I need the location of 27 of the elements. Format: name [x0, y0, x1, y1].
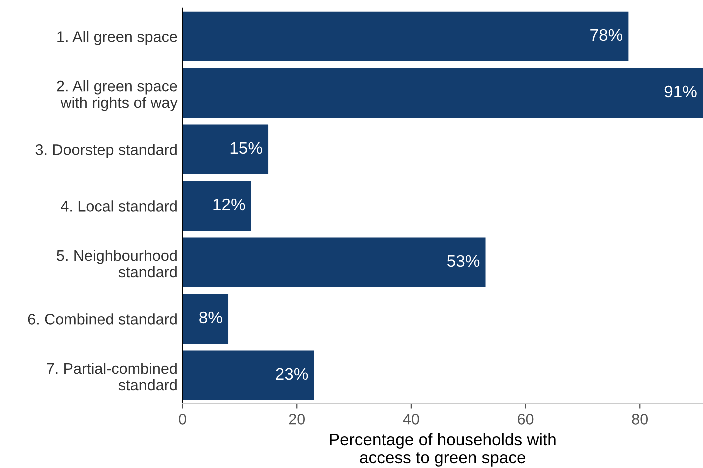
bar: [182, 68, 703, 118]
data-label: 15%: [230, 142, 262, 154]
bar: [182, 294, 229, 344]
bar: [182, 12, 629, 62]
y-tick-label: 2. All green space with rights of way: [57, 80, 178, 112]
bar: [182, 350, 314, 400]
data-label: 78%: [590, 29, 623, 42]
data-label: 12%: [214, 198, 246, 211]
x-tick-label: 80: [632, 414, 648, 425]
y-tick-label: 1. All green space: [58, 31, 178, 46]
data-label: 23%: [276, 368, 308, 380]
bar: [182, 238, 486, 288]
x-tick-label: 60: [518, 414, 534, 425]
x-tick-label: 20: [289, 414, 306, 425]
x-tick-label: 0: [179, 414, 186, 425]
data-label: 91%: [664, 86, 697, 98]
y-tick-label: 3. Doorstep standard: [36, 144, 177, 158]
y-tick-label: 7. Partial-combined standard: [47, 362, 177, 391]
y-tick-label: 5. Neighbourhood standard: [57, 250, 177, 278]
x-tick-label: 40: [403, 414, 420, 425]
bar: [182, 124, 269, 175]
x-axis-title: Percentage of households with access to green space: [330, 433, 556, 467]
y-tick-label: 4. Local standard: [61, 200, 177, 212]
y-tick-label: 6. Combined standard: [28, 314, 177, 325]
bar: [182, 181, 252, 232]
data-label: 8%: [200, 312, 222, 324]
data-label: 53%: [448, 255, 480, 268]
